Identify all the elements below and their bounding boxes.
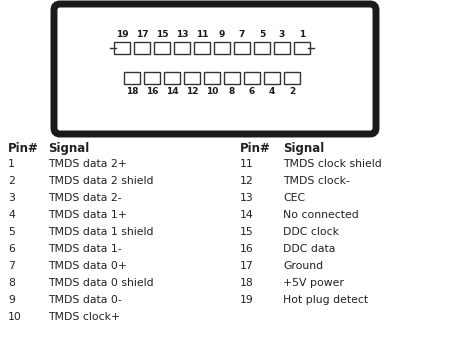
Bar — [234, 42, 250, 54]
Bar — [174, 42, 190, 54]
Text: 6: 6 — [8, 244, 15, 254]
Text: CEC: CEC — [283, 193, 305, 203]
Text: Pin#: Pin# — [8, 142, 39, 155]
Text: 18: 18 — [240, 278, 254, 288]
Text: 19: 19 — [116, 30, 128, 39]
Text: Signal: Signal — [283, 142, 324, 155]
Text: No connected: No connected — [283, 210, 359, 220]
Text: 9: 9 — [219, 30, 225, 39]
Text: DDC clock: DDC clock — [283, 227, 339, 237]
Text: 3: 3 — [279, 30, 285, 39]
Bar — [284, 72, 300, 84]
Text: TMDS data 2-: TMDS data 2- — [48, 193, 122, 203]
Bar — [154, 42, 170, 54]
Bar — [204, 72, 220, 84]
Text: 12: 12 — [240, 176, 254, 186]
Text: 12: 12 — [186, 87, 198, 96]
Text: Hot plug detect: Hot plug detect — [283, 295, 368, 305]
Text: TMDS data 2 shield: TMDS data 2 shield — [48, 176, 154, 186]
Text: 2: 2 — [289, 87, 295, 96]
Text: 18: 18 — [126, 87, 138, 96]
Text: 14: 14 — [166, 87, 178, 96]
Text: 11: 11 — [196, 30, 208, 39]
Text: 13: 13 — [176, 30, 188, 39]
Text: TMDS clock+: TMDS clock+ — [48, 312, 120, 322]
Bar — [144, 72, 160, 84]
Text: TMDS data 1 shield: TMDS data 1 shield — [48, 227, 154, 237]
Text: 4: 4 — [269, 87, 275, 96]
Text: Ground: Ground — [283, 261, 323, 271]
Text: 11: 11 — [240, 159, 254, 169]
Text: 15: 15 — [156, 30, 168, 39]
Text: 3: 3 — [8, 193, 15, 203]
Text: TMDS data 1-: TMDS data 1- — [48, 244, 122, 254]
Bar — [214, 42, 230, 54]
Text: 4: 4 — [8, 210, 15, 220]
Text: 10: 10 — [8, 312, 22, 322]
Text: DDC data: DDC data — [283, 244, 336, 254]
Text: +5V power: +5V power — [283, 278, 344, 288]
Text: 6: 6 — [249, 87, 255, 96]
Text: TMDS clock shield: TMDS clock shield — [283, 159, 382, 169]
Bar — [294, 42, 310, 54]
Text: TMDS clock-: TMDS clock- — [283, 176, 350, 186]
Bar — [274, 42, 290, 54]
Bar — [254, 42, 270, 54]
Bar — [244, 72, 260, 84]
Text: 8: 8 — [8, 278, 15, 288]
Text: 14: 14 — [240, 210, 254, 220]
Text: 17: 17 — [136, 30, 148, 39]
Text: Pin#: Pin# — [240, 142, 271, 155]
Bar — [224, 72, 240, 84]
Text: 5: 5 — [259, 30, 265, 39]
Text: 16: 16 — [240, 244, 254, 254]
Text: 15: 15 — [240, 227, 254, 237]
Bar — [164, 72, 180, 84]
Text: 1: 1 — [299, 30, 305, 39]
Text: TMDS data 0+: TMDS data 0+ — [48, 261, 127, 271]
Text: 16: 16 — [146, 87, 158, 96]
Text: 17: 17 — [240, 261, 254, 271]
Bar — [264, 72, 280, 84]
Text: TMDS data 0 shield: TMDS data 0 shield — [48, 278, 154, 288]
Text: TMDS data 2+: TMDS data 2+ — [48, 159, 127, 169]
Bar — [114, 42, 130, 54]
Text: Signal: Signal — [48, 142, 89, 155]
Bar — [134, 42, 150, 54]
Bar — [194, 42, 210, 54]
Text: TMDS data 0-: TMDS data 0- — [48, 295, 122, 305]
Text: 2: 2 — [8, 176, 15, 186]
Bar — [184, 72, 200, 84]
FancyBboxPatch shape — [54, 4, 376, 134]
Text: 5: 5 — [8, 227, 15, 237]
Text: 7: 7 — [239, 30, 245, 39]
Text: 7: 7 — [8, 261, 15, 271]
Text: 10: 10 — [206, 87, 218, 96]
Text: 19: 19 — [240, 295, 254, 305]
Text: 1: 1 — [8, 159, 15, 169]
Bar — [124, 72, 140, 84]
Text: 9: 9 — [8, 295, 15, 305]
Text: 13: 13 — [240, 193, 254, 203]
Text: 8: 8 — [229, 87, 235, 96]
Text: TMDS data 1+: TMDS data 1+ — [48, 210, 127, 220]
